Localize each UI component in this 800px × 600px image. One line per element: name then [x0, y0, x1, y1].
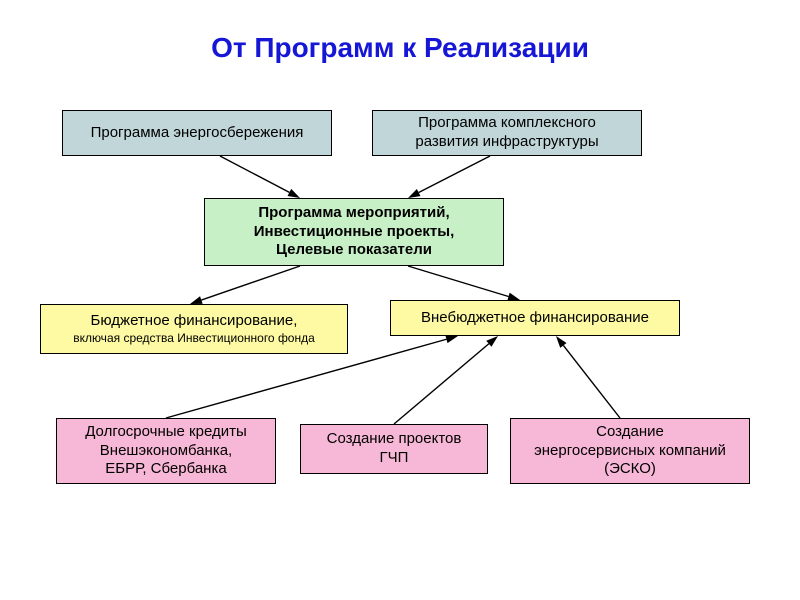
- node-n1: Программа энергосбережения: [62, 110, 332, 156]
- node-n8-line-0: Создание: [596, 423, 664, 442]
- node-n3-line-0: Программа мероприятий,: [258, 204, 449, 223]
- node-n6: Долгосрочные кредитыВнешэкономбанка,ЕБРР…: [56, 418, 276, 484]
- node-n8-line-2: (ЭСКО): [604, 460, 656, 479]
- node-n3-line-1: Инвестиционные проекты,: [254, 223, 455, 242]
- node-n4: Бюджетное финансирование,включая средств…: [40, 304, 348, 354]
- diagram-canvas: От Программ к Реализации Программа энерг…: [0, 0, 800, 600]
- node-n2-line-1: развития инфраструктуры: [415, 133, 598, 152]
- node-n4-line-0: Бюджетное финансирование,: [91, 312, 298, 331]
- node-n8: Созданиеэнергосервисных компаний(ЭСКО): [510, 418, 750, 484]
- diagram-title: От Программ к Реализации: [0, 32, 800, 64]
- node-n3-line-2: Целевые показатели: [276, 241, 432, 260]
- node-n4-line-1: включая средства Инвестиционного фонда: [73, 331, 315, 346]
- node-n2: Программа комплексногоразвития инфрастру…: [372, 110, 642, 156]
- node-n7-line-1: ГЧП: [380, 449, 409, 468]
- node-n1-line-0: Программа энергосбережения: [91, 124, 304, 143]
- node-n5-line-0: Внебюджетное финансирование: [421, 309, 649, 328]
- node-n2-line-0: Программа комплексного: [418, 114, 596, 133]
- node-n5: Внебюджетное финансирование: [390, 300, 680, 336]
- node-n6-line-1: Внешэкономбанка,: [100, 442, 232, 461]
- node-n6-line-0: Долгосрочные кредиты: [85, 423, 247, 442]
- node-n8-line-1: энергосервисных компаний: [534, 442, 726, 461]
- node-n6-line-2: ЕБРР, Сбербанка: [105, 460, 226, 479]
- node-n7-line-0: Создание проектов: [327, 430, 462, 449]
- node-n7: Создание проектовГЧП: [300, 424, 488, 474]
- node-n3: Программа мероприятий,Инвестиционные про…: [204, 198, 504, 266]
